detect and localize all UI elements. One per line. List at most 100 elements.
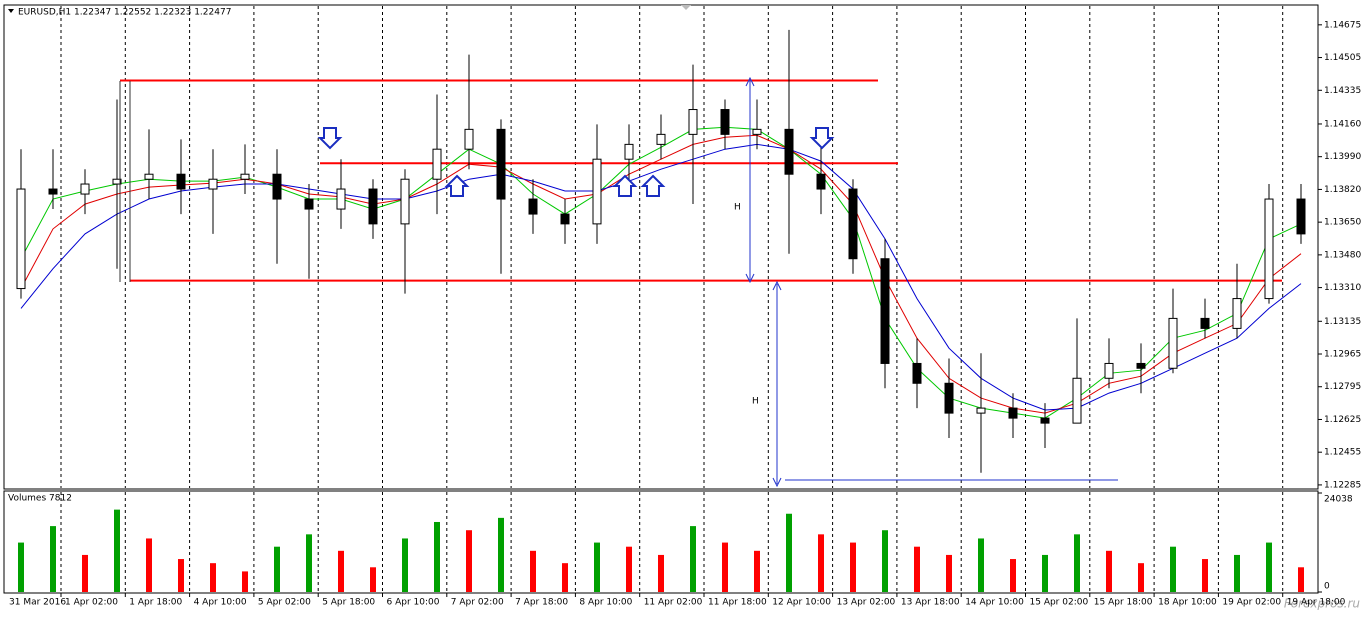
y-tick-label: 1.13990 — [1324, 152, 1361, 162]
candle-body — [880, 258, 890, 364]
candle-body — [528, 198, 538, 215]
x-tick-label: 18 Apr 10:00 — [1158, 598, 1217, 608]
candle-body — [336, 188, 346, 210]
volume-bar — [18, 542, 24, 592]
measure-arrowheads — [745, 76, 755, 284]
candle-body — [272, 173, 282, 200]
candle-body — [80, 183, 90, 195]
x-tick-label: 7 Apr 02:00 — [451, 598, 504, 608]
candle-body — [1072, 377, 1082, 424]
y-tick-label: 1.13820 — [1324, 185, 1361, 195]
y-tick-label: 1.14675 — [1324, 20, 1361, 30]
candle-body — [1168, 317, 1178, 369]
candle-body — [1200, 317, 1210, 329]
volume-bar — [178, 559, 184, 592]
y-tick-label: 1.14335 — [1324, 86, 1361, 96]
x-tick-label: 13 Apr 02:00 — [837, 598, 896, 608]
x-tick-label: 4 Apr 10:00 — [194, 598, 247, 608]
moving-average — [20, 134, 1302, 414]
candle-body — [16, 188, 26, 290]
candle-body — [464, 128, 474, 150]
candle-body — [944, 382, 954, 414]
candle-body — [400, 178, 410, 225]
y-tick-label: 1.14160 — [1324, 119, 1361, 129]
volume-bar — [210, 563, 216, 592]
volume-bar — [914, 546, 920, 592]
candle-body — [656, 133, 666, 145]
volume-bar — [338, 550, 344, 592]
candle-body — [752, 128, 762, 135]
x-tick-label: 8 Apr 10:00 — [579, 598, 632, 608]
volume-bar — [658, 554, 664, 592]
x-tick-label: 1 Apr 02:00 — [65, 598, 118, 608]
candle-body — [1008, 407, 1018, 419]
candle-body — [1136, 362, 1146, 369]
x-tick-label: 19 Apr 18:00 — [1287, 598, 1346, 608]
volume-tick-label: 0 — [1324, 582, 1330, 592]
volume-title: Volumes 7812 — [8, 494, 72, 504]
y-tick-label: 1.12965 — [1324, 350, 1361, 360]
pane-handle — [681, 5, 691, 10]
volume-bar — [402, 538, 408, 592]
volume-bar — [114, 509, 120, 592]
x-tick-label: 5 Apr 02:00 — [258, 598, 311, 608]
buy-arrow — [444, 174, 470, 197]
y-tick-label: 1.13310 — [1324, 283, 1361, 293]
y-tick-label: 1.13135 — [1324, 317, 1361, 327]
buy-arrow — [640, 174, 666, 197]
x-tick-label: 6 Apr 10:00 — [387, 598, 440, 608]
x-tick-label: 15 Apr 18:00 — [1094, 598, 1153, 608]
volume-bar — [1298, 567, 1304, 592]
volume-bar — [306, 534, 312, 592]
volume-bar — [1170, 546, 1176, 592]
volume-bar — [370, 567, 376, 592]
candle-body — [912, 362, 922, 384]
volume-bar — [498, 517, 504, 592]
height-label: H — [734, 203, 741, 213]
candle-body — [784, 128, 794, 175]
candle-body — [560, 213, 570, 225]
volume-bar — [1074, 534, 1080, 592]
x-tick-label: 11 Apr 18:00 — [708, 598, 767, 608]
candle-body — [432, 148, 442, 180]
candle-body — [176, 173, 186, 190]
volume-bar — [1106, 550, 1112, 592]
volume-bar — [978, 538, 984, 592]
x-tick-label: 15 Apr 02:00 — [1030, 598, 1089, 608]
candle-body — [368, 188, 378, 225]
volume-bar — [850, 542, 856, 592]
candle-body — [496, 128, 506, 200]
volume-bar — [1266, 542, 1272, 592]
chart-header: EURUSD,H1 1.22347 1.22552 1.22323 1.2247… — [18, 8, 231, 18]
candle-body — [1104, 362, 1114, 379]
candle-body — [688, 109, 698, 135]
volume-bar — [882, 530, 888, 592]
sell-arrow — [317, 127, 343, 150]
x-tick-label: 5 Apr 18:00 — [322, 598, 375, 608]
height-label: H — [752, 397, 759, 407]
measure-arrowheads — [772, 280, 782, 488]
volume-bar — [690, 526, 696, 592]
x-tick-label: 31 Mar 2016 — [9, 598, 66, 608]
volume-bar — [786, 513, 792, 592]
volume-bar — [50, 526, 56, 592]
sell-arrow — [809, 127, 835, 150]
volume-bar — [1138, 563, 1144, 592]
x-tick-label: 19 Apr 02:00 — [1222, 598, 1281, 608]
x-tick-label: 11 Apr 02:00 — [644, 598, 703, 608]
candle-body — [1040, 417, 1050, 424]
volume-bar — [1010, 559, 1016, 592]
candle-body — [1264, 198, 1274, 300]
volume-bar — [1042, 554, 1048, 592]
watermark: Forexpros.ru — [1284, 597, 1361, 611]
annotations: H H — [119, 76, 1118, 488]
volume-tick-label: 24038 — [1324, 495, 1353, 505]
price-pane — [3, 4, 1319, 490]
x-tick-label: 7 Apr 18:00 — [515, 598, 568, 608]
volume-bar — [82, 554, 88, 592]
candle-body — [144, 173, 154, 180]
candle-body — [976, 407, 986, 414]
volume-bar — [562, 563, 568, 592]
